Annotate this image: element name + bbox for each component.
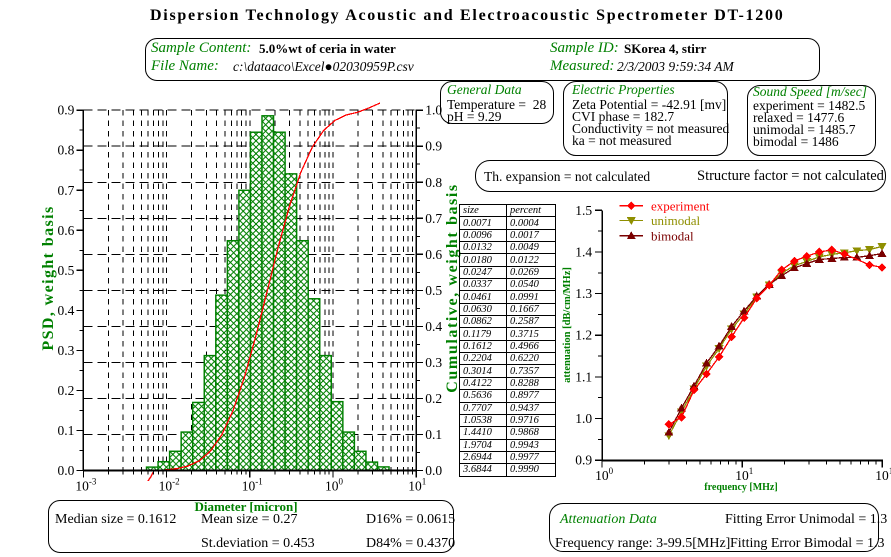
svg-text:0.5: 0.5 [58, 263, 75, 278]
svg-text:0.4: 0.4 [58, 303, 75, 318]
svg-text:1.4: 1.4 [575, 245, 592, 260]
svg-text:0.6: 0.6 [58, 223, 75, 238]
svg-text:1.0: 1.0 [425, 103, 442, 118]
svg-text:0.3: 0.3 [58, 343, 75, 358]
svg-text:0.5: 0.5 [425, 283, 442, 298]
svg-text:0.7: 0.7 [58, 183, 75, 198]
svg-text:frequency [MHz]: frequency [MHz] [704, 482, 777, 493]
svg-text:1.1: 1.1 [575, 369, 592, 384]
svg-text:10-3: 10-3 [75, 477, 96, 494]
svg-text:0.8: 0.8 [425, 175, 442, 190]
svg-text:attenuation [dB/cm/MHz]: attenuation [dB/cm/MHz] [562, 267, 573, 383]
svg-text:1.2: 1.2 [575, 328, 592, 343]
svg-text:10-2: 10-2 [159, 477, 180, 494]
svg-text:100: 100 [325, 477, 344, 494]
svg-text:101: 101 [875, 466, 891, 483]
svg-text:0.3: 0.3 [425, 355, 442, 370]
svg-text:0.8: 0.8 [58, 143, 75, 158]
svg-text:unimodal: unimodal [651, 213, 700, 228]
svg-text:101: 101 [408, 477, 426, 494]
svg-text:0.9: 0.9 [575, 453, 592, 468]
svg-text:1.5: 1.5 [575, 203, 592, 218]
svg-text:0.0: 0.0 [425, 463, 442, 478]
svg-text:0.1: 0.1 [58, 423, 75, 438]
svg-text:0.9: 0.9 [58, 103, 75, 118]
svg-text:Cumulative, weight basis: Cumulative, weight basis [444, 183, 461, 393]
svg-text:0.0: 0.0 [58, 463, 75, 478]
svg-text:0.2: 0.2 [425, 391, 442, 406]
svg-text:0.6: 0.6 [425, 247, 442, 262]
svg-text:100: 100 [595, 466, 614, 483]
svg-text:0.9: 0.9 [425, 139, 442, 154]
svg-text:0.1: 0.1 [425, 427, 442, 442]
svg-text:bimodal: bimodal [651, 228, 694, 243]
svg-text:1.3: 1.3 [575, 286, 592, 301]
svg-text:1.0: 1.0 [575, 411, 592, 426]
svg-text:101: 101 [735, 466, 753, 483]
svg-text:experiment: experiment [651, 198, 710, 213]
svg-text:0.4: 0.4 [425, 319, 442, 334]
svg-text:Diameter [micron]: Diameter [micron] [194, 499, 297, 514]
svg-text:PSD, weight basis: PSD, weight basis [40, 205, 57, 350]
svg-text:0.7: 0.7 [425, 211, 442, 226]
svg-text:0.2: 0.2 [58, 383, 75, 398]
svg-text:10-1: 10-1 [242, 477, 263, 494]
